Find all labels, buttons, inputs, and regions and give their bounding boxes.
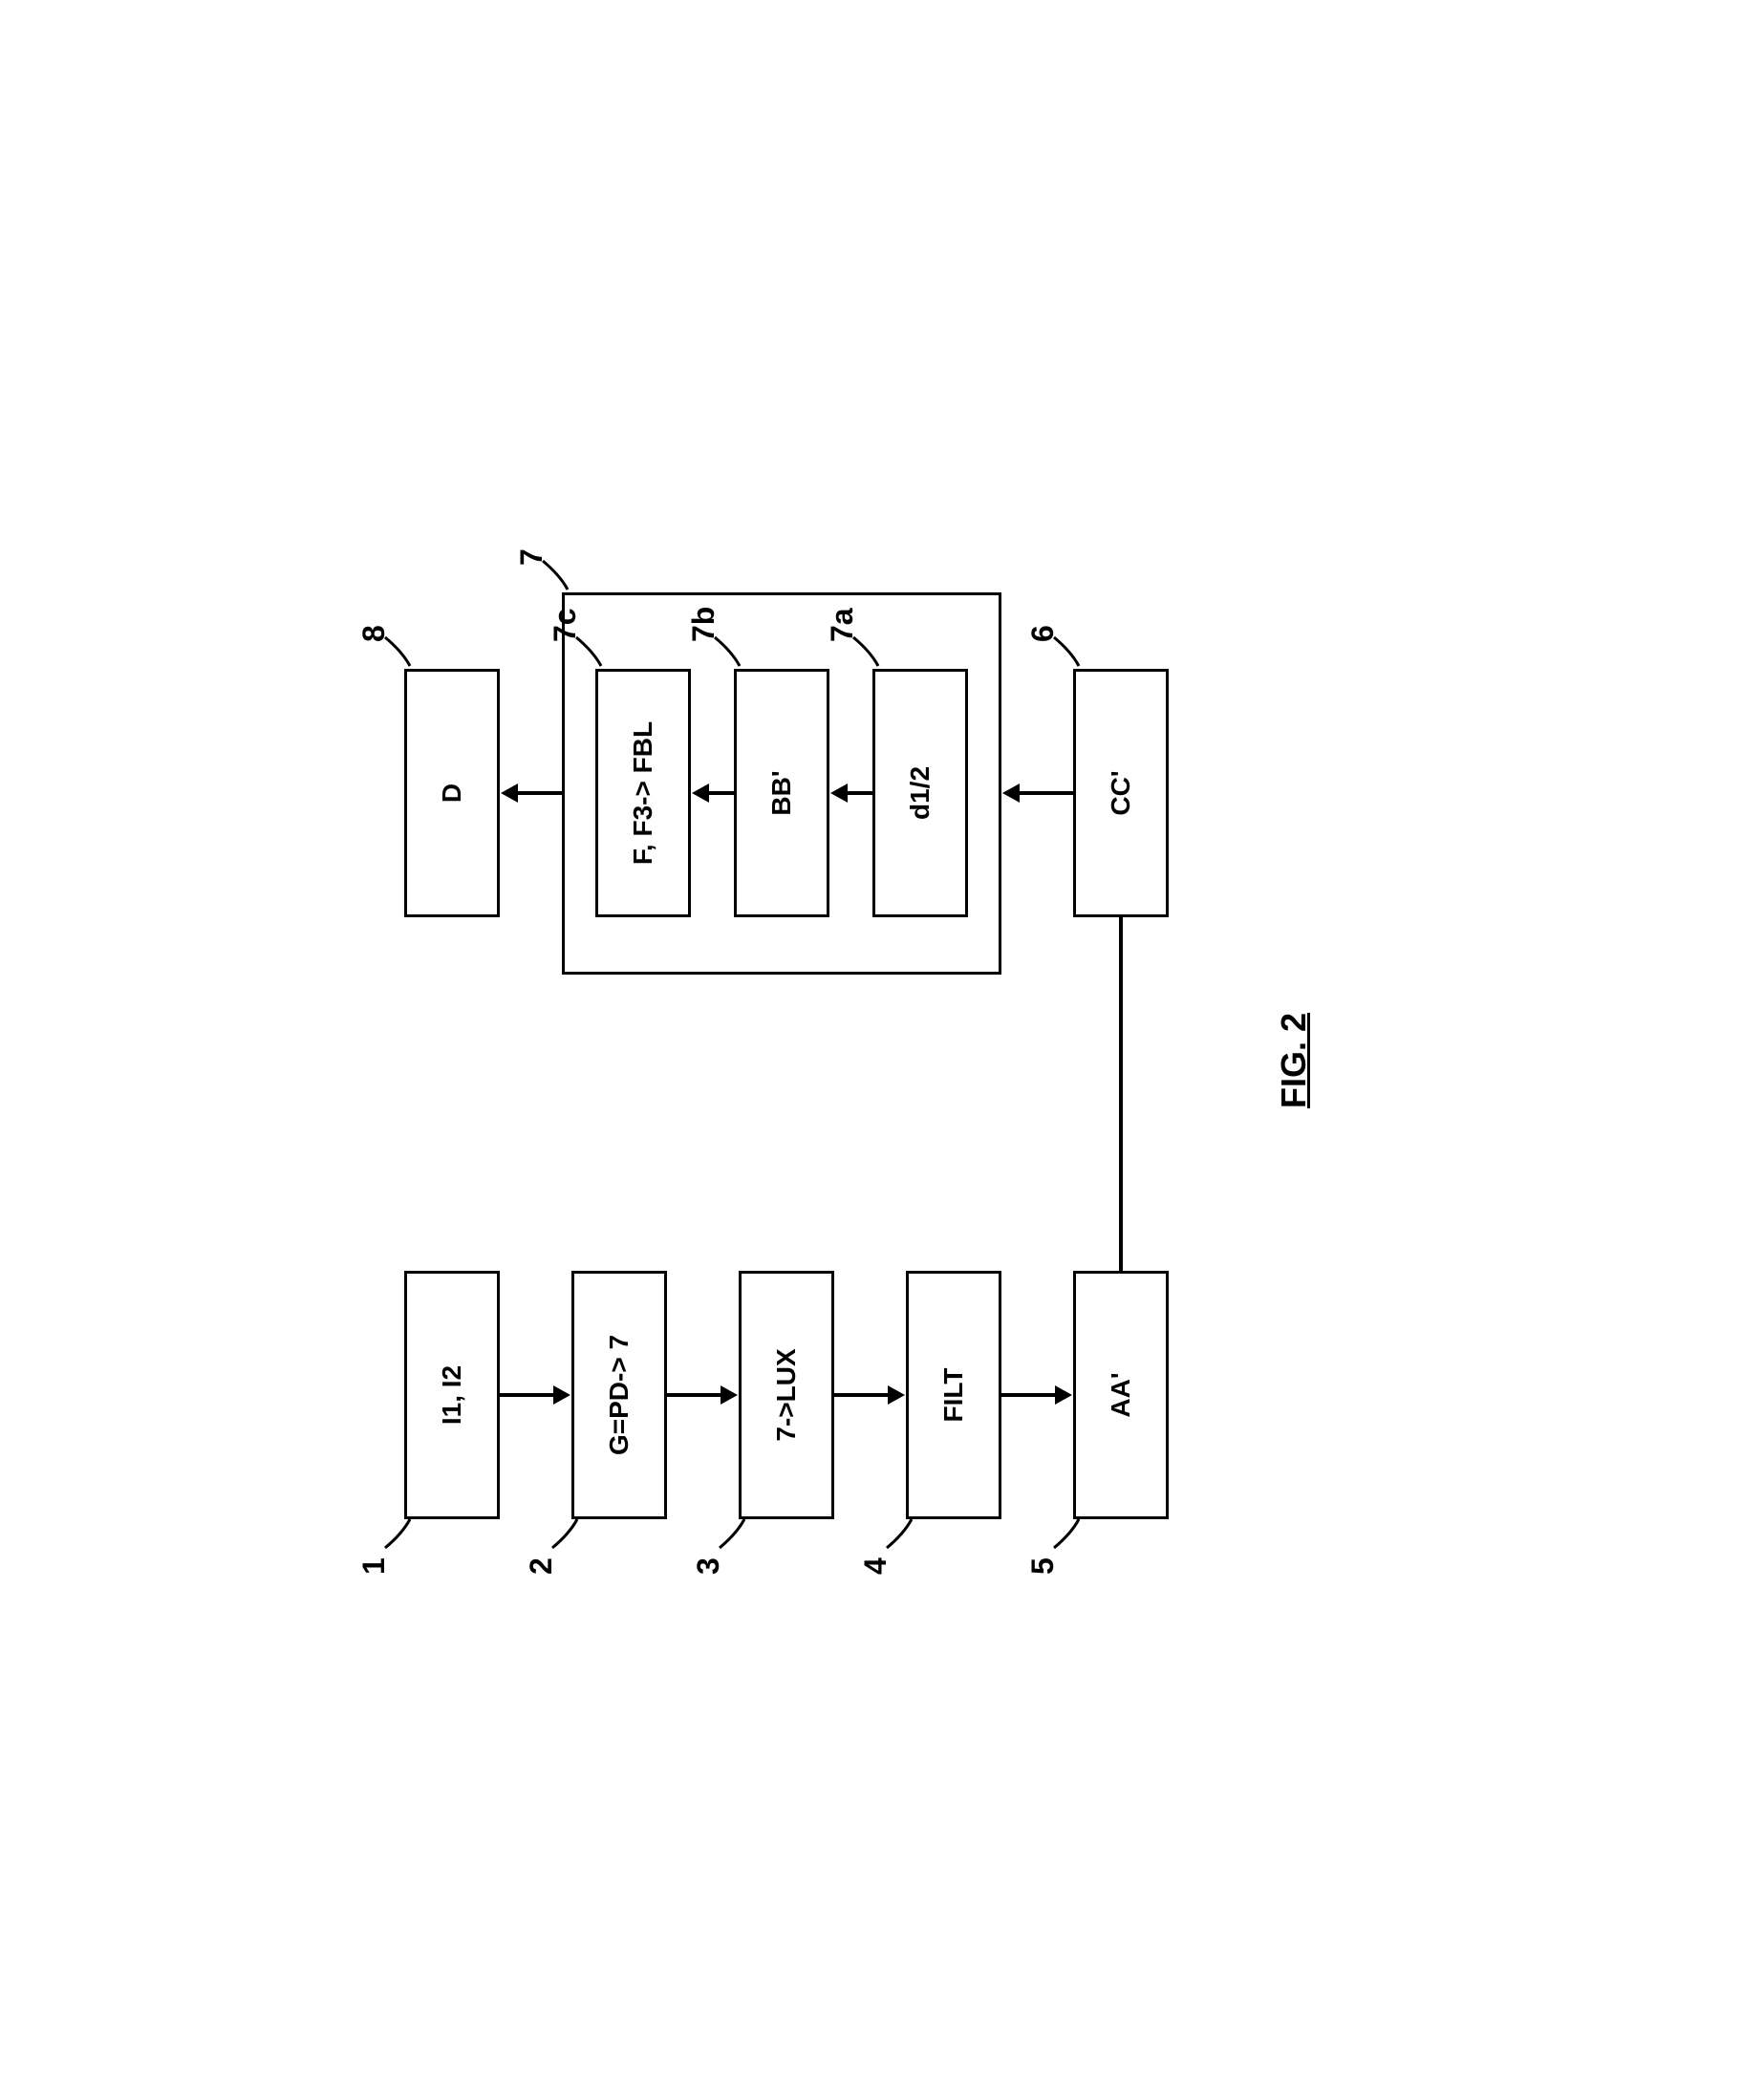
label-7a: 7a [825, 608, 860, 642]
block-6: CC' [1073, 669, 1169, 917]
block-3-text: 7->LUX [771, 1348, 802, 1441]
block-7a-text: d1/2 [905, 765, 936, 819]
ref-tick-5 [1052, 1514, 1081, 1553]
block-4-text: FILT [938, 1367, 969, 1422]
label-1: 1 [356, 1557, 392, 1575]
block-2-text: G=PD-> 7 [604, 1334, 635, 1454]
arrow-7-8 [517, 791, 562, 795]
ref-tick-2 [550, 1514, 579, 1553]
block-7c-text: F, F3-> FBL [628, 720, 658, 864]
block-7b-text: BB' [766, 770, 797, 815]
block-5: AA' [1073, 1271, 1169, 1519]
block-5-text: AA' [1106, 1372, 1136, 1417]
arrow-7a-7b [847, 791, 872, 795]
label-8: 8 [356, 625, 392, 642]
label-5: 5 [1025, 1557, 1061, 1575]
block-8: D [404, 669, 500, 917]
label-7b: 7b [686, 606, 721, 641]
arrow-4-5 [1001, 1393, 1057, 1397]
block-3: 7->LUX [739, 1271, 834, 1519]
label-3: 3 [691, 1557, 726, 1575]
arrow-3-4 [834, 1393, 890, 1397]
ref-tick-3 [718, 1514, 746, 1553]
block-2: G=PD-> 7 [571, 1271, 667, 1519]
arrowhead-4-5 [1055, 1385, 1072, 1405]
diagram-inner: I1, I2 1 G=PD-> 7 2 7->LUX 3 FILT 4 [356, 420, 1408, 1663]
arrow-7b-7c [708, 791, 734, 795]
block-1: I1, I2 [404, 1271, 500, 1519]
diagram-rotated-container: I1, I2 1 G=PD-> 7 2 7->LUX 3 FILT 4 [356, 420, 1408, 1663]
arrowhead-7b-7c [692, 783, 709, 803]
block-7a: d1/2 [872, 669, 968, 917]
ref-tick-1 [383, 1514, 412, 1553]
arrow-1-2 [500, 1393, 555, 1397]
label-7c: 7c [548, 608, 583, 642]
label-4: 4 [858, 1557, 893, 1575]
block-6-text: CC' [1106, 770, 1136, 815]
ref-tick-4 [885, 1514, 914, 1553]
label-7: 7 [514, 548, 549, 566]
label-6: 6 [1025, 625, 1061, 642]
arrow-6-7 [1019, 791, 1073, 795]
arrowhead-3-4 [888, 1385, 905, 1405]
arrowhead-2-3 [721, 1385, 738, 1405]
arrowhead-1-2 [553, 1385, 570, 1405]
block-7c: F, F3-> FBL [595, 669, 691, 917]
arrow-2-3 [667, 1393, 722, 1397]
label-2: 2 [524, 1557, 559, 1575]
block-4: FILT [906, 1271, 1001, 1519]
arrowhead-7a-7b [830, 783, 848, 803]
block-7b: BB' [734, 669, 829, 917]
block-1-text: I1, I2 [437, 1364, 467, 1424]
arrowhead-7-8 [501, 783, 518, 803]
figure-label: FIG. 2 [1274, 1012, 1314, 1107]
block-8-text: D [437, 783, 467, 802]
arrowhead-6-7 [1002, 783, 1020, 803]
